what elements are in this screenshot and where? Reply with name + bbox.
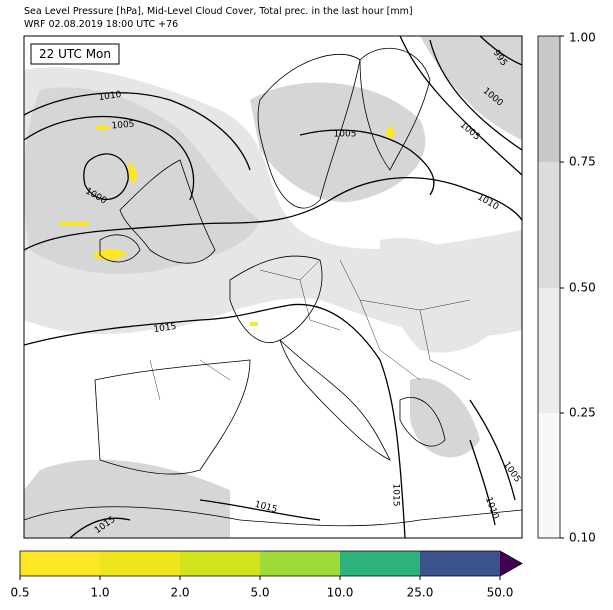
tick-label: 5.0 <box>250 586 269 600</box>
tick-label: 10.0 <box>327 586 354 600</box>
title: Sea Level Pressure [hPa], Mid-Level Clou… <box>24 6 413 17</box>
tick-label: 0.25 <box>569 406 596 420</box>
cloud-colorbar: 1.00 0.75 0.50 0.25 0.10 <box>537 31 596 545</box>
tick-label: 25.0 <box>407 586 434 600</box>
tick-label: 1.0 <box>90 586 109 600</box>
time-label: 22 UTC Mon <box>39 47 111 61</box>
subtitle: WRF 02.08.2019 18:00 UTC +76 <box>24 19 178 30</box>
tick-label: 2.0 <box>170 586 189 600</box>
tick-label: 50.0 <box>487 586 514 600</box>
isobar-label: 1015 <box>391 484 401 507</box>
isobar-label: 1010 <box>98 90 122 103</box>
map: 22 UTC Mon 1010 1005 1000 995 1000 1005 … <box>23 35 523 539</box>
tick-label: 0.5 <box>10 586 29 600</box>
tick-label: 0.50 <box>569 281 596 295</box>
isobar-label: 1005 <box>334 130 357 140</box>
tick-label: 0.10 <box>569 531 596 545</box>
isobar-label: 1005 <box>111 120 135 132</box>
isobar-label: 1015 <box>153 322 177 335</box>
precip-colorbar: 0.5 1.0 2.0 5.0 10.0 25.0 50.0 <box>10 550 523 600</box>
tick-label: 1.00 <box>569 31 596 45</box>
tick-label: 0.75 <box>569 155 596 169</box>
